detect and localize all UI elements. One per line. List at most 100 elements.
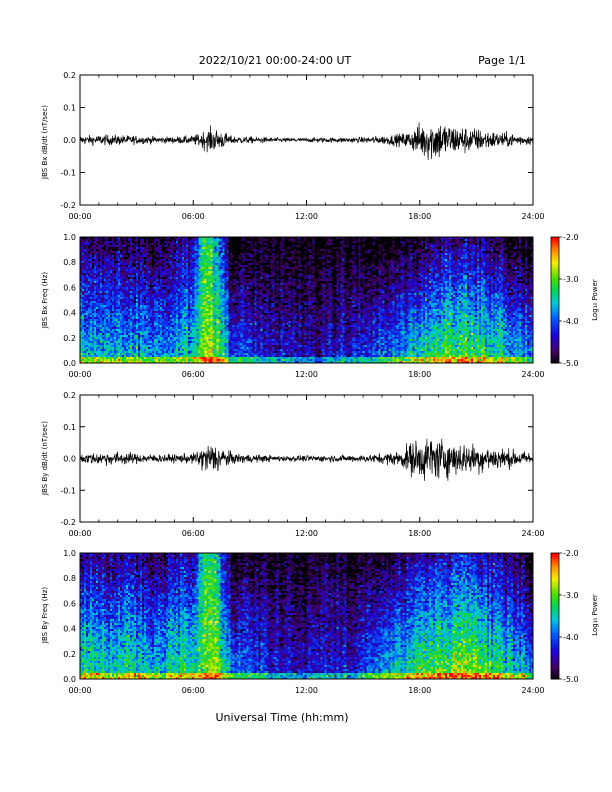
by-spec-colorbar-cell — [551, 611, 559, 615]
bx-spec-colorbar-cell — [551, 295, 559, 299]
by-spec-colorbar-cell — [551, 590, 559, 594]
by-spec-xtick-label: 18:00 — [408, 686, 431, 695]
by-spec-ytick-label: 0.8 — [63, 574, 76, 583]
by-dbdt-ytick-label: -0.1 — [60, 486, 76, 495]
by-dbdt-trace — [79, 438, 534, 481]
bx-spec-colorbar-cell — [551, 283, 559, 286]
by-spec-colorbar-cell — [551, 569, 559, 573]
bx-spec-colorbar-cell — [551, 304, 559, 307]
bx-spec-colorbar-cell — [551, 360, 559, 364]
by-spec-colorbar-tick-label: -2.0 — [563, 549, 579, 558]
bx-spec-xtick-label: 12:00 — [295, 370, 318, 379]
bx-spec-colorbar-tick-label: -2.0 — [563, 233, 579, 242]
by-spec-colorbar-cell — [551, 565, 559, 569]
bx-spec-colorbar-cell — [551, 241, 559, 244]
by-spec-colorbar-cell — [551, 582, 559, 585]
by-spec-colorbar-cell — [551, 672, 559, 676]
by-spec-colorbar-cell — [551, 674, 559, 678]
bx-spec-xtick-label: 06:00 — [182, 370, 205, 379]
bx-spec-colorbar-tick-label: -5.0 — [563, 359, 579, 368]
bx-spec-colorbar-cell — [551, 346, 559, 349]
by-spec-xtick-label: 06:00 — [182, 686, 205, 695]
bx-spec-colorbar-cell — [551, 300, 559, 303]
bx-spec-colorbar-cell — [551, 268, 559, 272]
bx-dbdt-ytick-label: 0.1 — [63, 104, 76, 113]
bx-spec-colorbar-cell — [551, 342, 559, 345]
by-spec-colorbar-cell — [551, 609, 559, 613]
bx-spec-colorbar-cell — [551, 291, 559, 295]
by-spec-colorbar-cell — [551, 563, 559, 567]
bx-colorbar-label: Log₁₀ Power — [591, 279, 599, 321]
by-spec-colorbar-cell — [551, 676, 559, 680]
bx-dbdt-xtick-label: 24:00 — [521, 212, 544, 221]
bx-spec-colorbar-cell — [551, 247, 559, 251]
bx-spec-colorbar-cell — [551, 276, 559, 280]
bx-dbdt-xtick-label: 12:00 — [295, 212, 318, 221]
bx-spec-colorbar-tick-label: -4.0 — [563, 317, 579, 326]
bx-spec-xtick-label: 00:00 — [68, 370, 91, 379]
by-spec-colorbar-cell — [551, 586, 559, 590]
bx-spec-ytick-label: 0.2 — [63, 334, 76, 343]
bx-spec-colorbar-cell — [551, 293, 559, 297]
bx-dbdt-ytick-label: -0.2 — [60, 201, 76, 210]
by-dbdt-ytick-label: 0.2 — [63, 391, 76, 400]
by-spec-colorbar-cell — [551, 668, 559, 672]
bx-dbdt-xtick-label: 18:00 — [408, 212, 431, 221]
by-spec-colorbar-frame — [550, 552, 560, 680]
bx-spec-colorbar-cell — [551, 255, 559, 259]
by-dbdt-ytick-label: 0.1 — [63, 423, 76, 432]
bx-spec-colorbar-cell — [551, 306, 559, 309]
bx-spec-xtick-label: 18:00 — [408, 370, 431, 379]
by-spec-colorbar-cell — [551, 670, 559, 674]
by-colorbar-label: Log₁₀ Power — [591, 594, 599, 636]
by-spec-colorbar-cell — [551, 595, 559, 598]
by-dbdt-xtick-label: 18:00 — [408, 529, 431, 538]
page-number: Page 1/1 — [478, 54, 526, 67]
by-spec-colorbar-cell — [551, 613, 559, 617]
by-spec-colorbar-cell — [551, 624, 559, 627]
bx-spec-colorbar-cell — [551, 318, 559, 322]
bx-spec-colorbar-cell — [551, 274, 559, 278]
by-dbdt-ylabel: JBS By dB/dt (nT/sec) — [41, 421, 49, 496]
by-spec-colorbar-cell — [551, 630, 559, 634]
bx-spec-colorbar-cell — [551, 272, 559, 276]
by-spec-colorbar-cell — [551, 603, 559, 606]
bx-spec-ytick-label: 0.6 — [63, 283, 76, 292]
by-spec-colorbar-cell — [551, 597, 559, 600]
by-spec-colorbar-cell — [551, 643, 559, 646]
bx-spec-colorbar-cell — [551, 308, 559, 311]
by-spec-colorbar-tick-label: -4.0 — [563, 633, 579, 642]
by-spec-colorbar-cell — [551, 664, 559, 667]
bx-spec-colorbar-cell — [551, 323, 559, 326]
by-spec-colorbar-cell — [551, 561, 559, 564]
bx-spec-ytick-label: 0.8 — [63, 258, 76, 267]
by-spec-ytick-label: 1.0 — [63, 549, 76, 558]
x-axis-label: Universal Time (hh:mm) — [216, 711, 349, 724]
bx-dbdt-ytick-label: 0.0 — [63, 136, 76, 145]
by-spec-colorbar-cell — [551, 588, 559, 592]
by-spec-colorbar-cell — [551, 559, 559, 562]
bx-spec-colorbar-cell — [551, 354, 559, 358]
bx-spec-xtick-label: 24:00 — [521, 370, 544, 379]
by-spec-colorbar-cell — [551, 620, 559, 623]
by-spec-colorbar-cell — [551, 658, 559, 661]
bx-spec-colorbar-cell — [551, 287, 559, 290]
bx-spec-colorbar-cell — [551, 266, 559, 269]
by-spec-colorbar-cell — [551, 580, 559, 583]
by-spec-ytick-label: 0.0 — [63, 675, 76, 684]
bx-dbdt-ylabel: JBS Bx dB/dt (nT/sec) — [41, 105, 49, 180]
bx-spec-colorbar-cell — [551, 335, 559, 339]
bx-spec-colorbar-cell — [551, 251, 559, 255]
panel-by-dbdt: JBS By dB/dt (nT/sec) 00:00 06:00 12:00 18:… — [41, 391, 545, 538]
by-spec-colorbar-cell — [551, 666, 559, 669]
bx-spec-colorbar-cell — [551, 249, 559, 253]
bx-dbdt-xtick-label: 06:00 — [182, 212, 205, 221]
by-dbdt-xtick-label: 00:00 — [68, 529, 91, 538]
bx-spec-colorbar-cell — [551, 239, 559, 242]
by-spec-colorbar-cell — [551, 622, 559, 625]
bx-spec-colorbar-cell — [551, 350, 559, 353]
by-spec-colorbar-cell — [551, 592, 559, 596]
by-spec-ytick-label: 0.6 — [63, 599, 76, 608]
by-dbdt-plot-frame — [79, 394, 534, 523]
